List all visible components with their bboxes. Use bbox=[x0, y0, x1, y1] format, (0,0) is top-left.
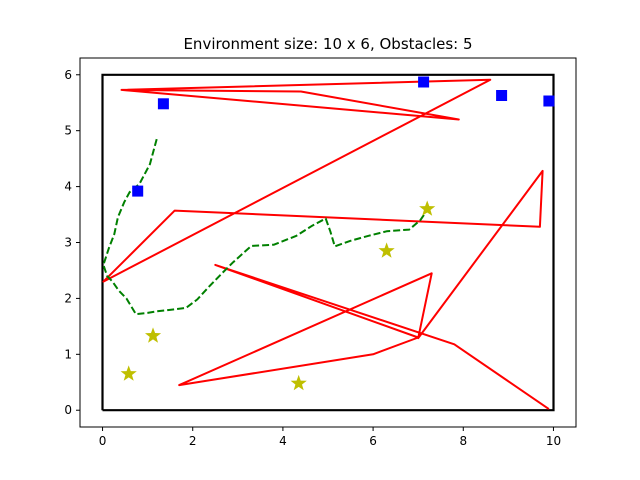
y-axis-ticks: 0 1 2 3 4 5 6 bbox=[64, 68, 80, 417]
star-marker-0 bbox=[120, 365, 137, 381]
red-solid-path bbox=[102, 78, 550, 410]
chart-title: Environment size: 10 x 6, Obstacles: 5 bbox=[183, 35, 472, 53]
x-tick-label: 8 bbox=[459, 434, 467, 448]
square-marker-3 bbox=[496, 90, 508, 101]
y-tick-label: 0 bbox=[64, 403, 72, 417]
square-marker-2 bbox=[418, 76, 430, 88]
y-tick-label: 2 bbox=[64, 291, 72, 305]
star-marker-3 bbox=[378, 242, 395, 258]
x-tick-label: 10 bbox=[546, 434, 561, 448]
plot-area: 0 2 4 6 8 10 0 1 2 3 4 5 6 bbox=[64, 57, 577, 448]
x-axis-ticks: 0 2 4 6 8 10 bbox=[99, 427, 561, 448]
y-tick-label: 3 bbox=[64, 236, 72, 250]
square-marker-1 bbox=[132, 185, 144, 197]
square-marker-0 bbox=[157, 98, 169, 110]
x-tick-label: 0 bbox=[99, 434, 107, 448]
green-dashed-path bbox=[102, 138, 429, 316]
star-marker-1 bbox=[145, 327, 162, 343]
chart-marks bbox=[101, 73, 555, 412]
x-tick-label: 4 bbox=[279, 434, 287, 448]
x-tick-label: 6 bbox=[369, 434, 377, 448]
y-tick-label: 6 bbox=[64, 68, 72, 82]
y-tick-label: 5 bbox=[64, 124, 72, 138]
star-marker-2 bbox=[290, 374, 307, 391]
x-tick-label: 2 bbox=[189, 434, 197, 448]
square-marker-4 bbox=[543, 95, 555, 107]
y-tick-label: 1 bbox=[64, 347, 72, 361]
star-marker-4 bbox=[419, 200, 436, 216]
environment-boundary bbox=[101, 73, 555, 412]
y-tick-label: 4 bbox=[64, 180, 72, 194]
